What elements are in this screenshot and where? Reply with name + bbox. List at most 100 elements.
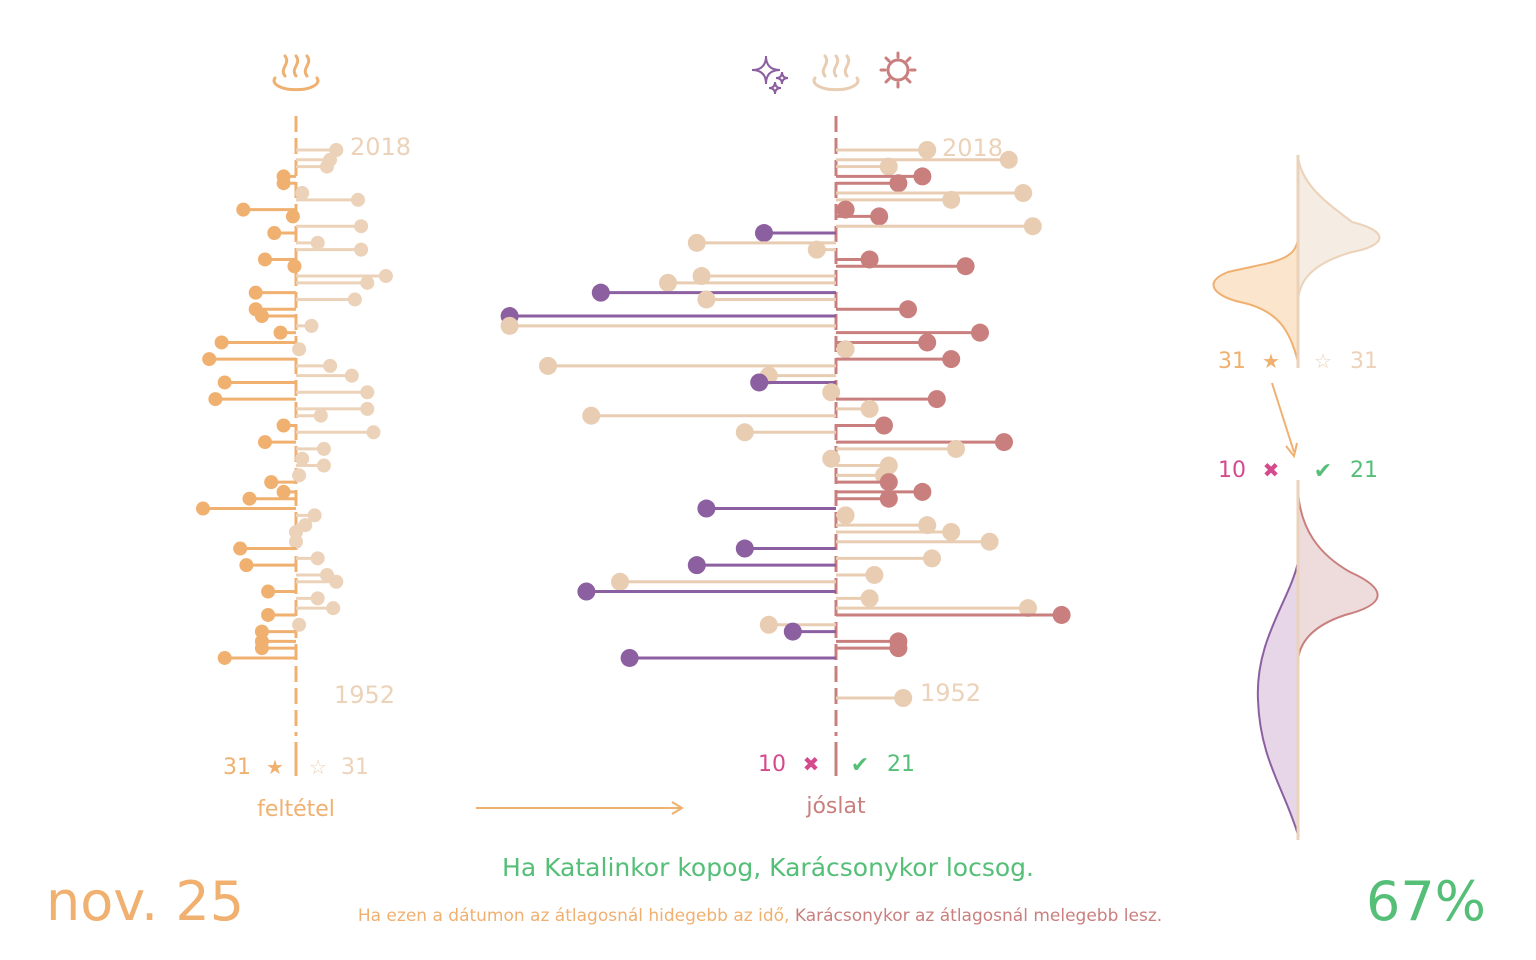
condition-point-2013	[295, 186, 310, 201]
prediction-point-1977	[913, 482, 932, 501]
condition-point-2002	[360, 275, 375, 290]
prediction-point-1964	[860, 589, 879, 608]
prediction-point-1993	[942, 350, 961, 369]
prediction-point-2012	[942, 190, 961, 209]
condition-point-1992	[323, 358, 338, 373]
prediction-point-1971	[980, 532, 999, 551]
prediction-point-1952	[894, 689, 913, 707]
prediction-point-2003	[692, 267, 711, 286]
condition-year-bottom: 1952	[334, 681, 395, 709]
condition-point-1968	[239, 558, 254, 573]
condition-point-1995	[214, 335, 229, 350]
condition-point-2003	[378, 269, 393, 284]
prediction-point-2010	[870, 207, 889, 226]
prediction-point-1972	[942, 522, 961, 541]
prediction-point-1968	[687, 556, 706, 575]
prediction-point-1992	[539, 356, 557, 375]
condition-point-1978	[264, 475, 279, 490]
prediction-point-1999	[899, 300, 917, 319]
prediction-point-2017	[999, 150, 1018, 169]
condition-point-1981	[295, 451, 310, 466]
condition-point-1977	[276, 484, 291, 499]
condition-point-1988	[208, 392, 223, 407]
side-arrow	[1271, 382, 1295, 453]
prediction-point-2015	[913, 167, 932, 186]
condition-point-1970	[233, 541, 248, 556]
condition-year-top: 2018	[350, 133, 411, 161]
prediction-point-2009	[1023, 217, 1042, 236]
side-right-icon: ✔	[1314, 459, 1332, 484]
prediction-point-2013	[1014, 184, 1033, 203]
sparkles-icon	[751, 55, 789, 95]
condition-point-1975	[196, 501, 210, 516]
condition-point-2004	[287, 259, 302, 274]
prediction-point-1957	[620, 648, 639, 667]
prediction-point-1958	[889, 639, 908, 658]
prediction-point-1974	[836, 506, 855, 525]
condition-point-2006	[354, 242, 369, 257]
prediction-point-2005	[860, 250, 879, 269]
condition-point-1983	[258, 435, 272, 450]
side-right-count: 21	[1350, 458, 1378, 483]
condition-point-1989	[360, 385, 375, 400]
prediction-point-2001	[591, 283, 610, 302]
condition-point-2014	[276, 176, 291, 191]
condition-point-2012	[351, 192, 365, 207]
side-wrong-icon: ✖	[1263, 458, 1280, 482]
condition-point-2011	[236, 202, 251, 217]
prediction-point-2006	[807, 240, 826, 259]
condition-point-1963	[326, 601, 341, 616]
condition-point-2001	[248, 285, 263, 300]
prediction-point-1978	[879, 473, 898, 492]
side-warm-star: ☆	[1314, 349, 1332, 373]
prediction-point-1969	[923, 549, 941, 568]
prediction-label: jóslat	[805, 794, 866, 819]
arrow-head	[671, 801, 684, 815]
condition-point-1979	[292, 468, 307, 483]
side-density-prediction	[1256, 480, 1379, 840]
condition-point-2008	[267, 226, 282, 241]
condition-point-2009	[354, 219, 369, 234]
prediction-point-1997	[500, 316, 519, 335]
hot-spring-icon	[812, 54, 860, 92]
prediction-point-1990	[750, 373, 769, 392]
condition-point-1961	[292, 617, 307, 632]
prediction-point-1960	[783, 622, 802, 641]
prediction-point-1995	[918, 333, 937, 352]
prediction-point-2008	[755, 224, 773, 243]
prediction-right-count: 21	[887, 752, 915, 777]
condition-point-1980	[316, 458, 331, 473]
condition-point-1991	[344, 368, 359, 383]
footer-date: nov. 25	[46, 870, 244, 933]
side-wrong-count: 10	[1218, 458, 1246, 483]
prediction-point-1965	[577, 582, 596, 601]
condition-point-1964	[310, 591, 325, 606]
prediction-point-1989	[822, 383, 841, 402]
condition-point-1996	[273, 325, 288, 340]
prediction-point-2007	[687, 233, 706, 252]
condition-point-1987	[360, 401, 375, 416]
prediction-point-2014	[889, 174, 908, 193]
condition-point-1994	[292, 342, 307, 357]
footer-explanation-cold: Ha ezen a dátumon az átlagosnál hidegebb…	[358, 906, 790, 926]
condition-point-1985	[276, 418, 291, 433]
condition-point-1998	[254, 309, 269, 324]
prediction-point-1982	[947, 439, 965, 458]
condition-point-1966	[329, 574, 344, 589]
condition-point-1969	[310, 551, 325, 566]
condition-point-1974	[307, 508, 322, 523]
condition-warm-star: ☆	[309, 755, 327, 779]
condition-label: feltétel	[257, 797, 335, 822]
prediction-point-2018	[918, 141, 937, 159]
side-cold-count: 31	[1218, 349, 1246, 374]
hot-spring-icon	[272, 54, 320, 92]
condition-point-2007	[310, 235, 325, 250]
condition-point-1976	[242, 491, 257, 506]
prediction-point-1975	[697, 499, 716, 518]
condition-point-1984	[366, 425, 381, 440]
prediction-point-2002	[659, 273, 677, 292]
prediction-point-1967	[865, 565, 884, 584]
prediction-point-1983	[995, 433, 1013, 452]
prediction-point-1994	[836, 340, 855, 359]
